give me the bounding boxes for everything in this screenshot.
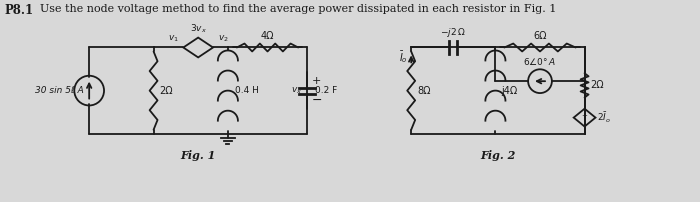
Text: 30 sin 5ℓ A: 30 sin 5ℓ A (36, 86, 84, 95)
Text: P8.1: P8.1 (5, 4, 34, 17)
Text: 4Ω: 4Ω (261, 31, 274, 41)
Text: $\bar{I}_o$: $\bar{I}_o$ (400, 49, 408, 65)
Text: Fig. 1: Fig. 1 (181, 149, 216, 161)
Text: $3v_x$: $3v_x$ (190, 22, 206, 35)
Text: Fig. 2: Fig. 2 (480, 149, 516, 161)
Text: Use the node voltage method to find the average power dissipated in each resisto: Use the node voltage method to find the … (40, 4, 556, 14)
Text: $-j2\,\Omega$: $-j2\,\Omega$ (440, 26, 466, 39)
Text: $v_1$: $v_1$ (168, 33, 178, 44)
Text: 8Ω: 8Ω (417, 86, 430, 96)
Text: $v_x$: $v_x$ (291, 85, 302, 96)
Text: 2Ω: 2Ω (591, 80, 604, 90)
Text: +: + (582, 113, 587, 119)
Text: 0.4 H: 0.4 H (234, 86, 259, 95)
Text: +: + (312, 76, 321, 86)
Text: $v_2$: $v_2$ (218, 33, 228, 44)
Text: $2\bar{I}_o$: $2\bar{I}_o$ (598, 110, 612, 125)
Text: −: − (312, 94, 323, 107)
Text: 6Ω: 6Ω (533, 31, 547, 41)
Text: 0.2 F: 0.2 F (315, 86, 337, 95)
Text: 2Ω: 2Ω (160, 86, 173, 96)
Text: $6\angle 0°\,A$: $6\angle 0°\,A$ (524, 56, 556, 67)
Text: j4Ω: j4Ω (501, 86, 517, 96)
